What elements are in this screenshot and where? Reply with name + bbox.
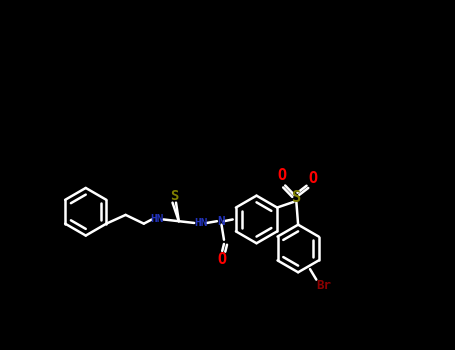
Text: S: S xyxy=(292,190,301,205)
Text: O: O xyxy=(278,168,287,183)
Text: O: O xyxy=(308,171,318,186)
Text: N: N xyxy=(217,215,225,228)
Text: Br: Br xyxy=(317,279,332,292)
Text: HN: HN xyxy=(150,215,164,224)
Text: S: S xyxy=(170,189,178,203)
Text: O: O xyxy=(217,252,227,266)
Text: HN: HN xyxy=(194,218,207,228)
